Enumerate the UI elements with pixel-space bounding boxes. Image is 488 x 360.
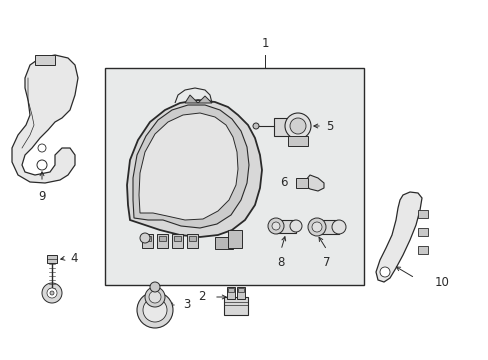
Polygon shape bbox=[139, 113, 238, 220]
Circle shape bbox=[289, 118, 305, 134]
Text: 4: 4 bbox=[70, 252, 77, 265]
Bar bbox=[273, 118, 295, 136]
Circle shape bbox=[311, 222, 321, 232]
Circle shape bbox=[379, 267, 389, 277]
Bar bbox=[142, 234, 153, 248]
Text: 10: 10 bbox=[434, 275, 449, 288]
Circle shape bbox=[252, 123, 259, 129]
Bar bbox=[105, 68, 363, 285]
Polygon shape bbox=[133, 105, 248, 228]
Bar bbox=[224, 297, 247, 315]
Circle shape bbox=[145, 287, 164, 307]
Bar bbox=[35, 55, 55, 65]
Circle shape bbox=[331, 220, 346, 234]
Text: 7: 7 bbox=[323, 256, 330, 269]
Bar bbox=[417, 210, 427, 218]
Bar bbox=[287, 136, 307, 146]
Circle shape bbox=[37, 160, 47, 170]
Polygon shape bbox=[127, 100, 262, 237]
Text: 3: 3 bbox=[183, 298, 190, 311]
Bar bbox=[238, 288, 244, 292]
Bar bbox=[186, 234, 198, 248]
Bar bbox=[215, 237, 232, 249]
Text: 8: 8 bbox=[277, 256, 284, 269]
Bar bbox=[47, 255, 57, 263]
Bar bbox=[295, 178, 307, 188]
Polygon shape bbox=[184, 95, 198, 103]
Bar bbox=[417, 228, 427, 236]
Polygon shape bbox=[305, 175, 324, 191]
Circle shape bbox=[150, 282, 160, 292]
Bar bbox=[316, 220, 338, 234]
Circle shape bbox=[140, 233, 150, 243]
Circle shape bbox=[289, 220, 302, 232]
Bar bbox=[189, 236, 196, 241]
Bar bbox=[227, 288, 234, 292]
Circle shape bbox=[47, 288, 57, 298]
Text: 2: 2 bbox=[198, 291, 205, 303]
Bar bbox=[275, 220, 295, 233]
Circle shape bbox=[149, 291, 161, 303]
Text: 5: 5 bbox=[325, 120, 333, 132]
Circle shape bbox=[38, 144, 46, 152]
Bar bbox=[417, 246, 427, 254]
Bar bbox=[237, 287, 244, 299]
Bar bbox=[159, 236, 165, 241]
Bar bbox=[143, 236, 151, 241]
Bar bbox=[172, 234, 183, 248]
Circle shape bbox=[271, 222, 280, 230]
Circle shape bbox=[285, 113, 310, 139]
Circle shape bbox=[42, 283, 62, 303]
Bar bbox=[157, 234, 168, 248]
Circle shape bbox=[50, 291, 54, 295]
Text: 6: 6 bbox=[280, 176, 287, 189]
Polygon shape bbox=[12, 55, 78, 183]
Circle shape bbox=[307, 218, 325, 236]
Circle shape bbox=[137, 292, 173, 328]
Bar bbox=[227, 230, 242, 248]
Polygon shape bbox=[375, 192, 421, 282]
Text: 9: 9 bbox=[38, 190, 46, 203]
Circle shape bbox=[267, 218, 284, 234]
Circle shape bbox=[142, 298, 167, 322]
Text: 1: 1 bbox=[261, 37, 268, 50]
Bar bbox=[226, 287, 235, 299]
Bar bbox=[174, 236, 181, 241]
Polygon shape bbox=[198, 96, 212, 103]
